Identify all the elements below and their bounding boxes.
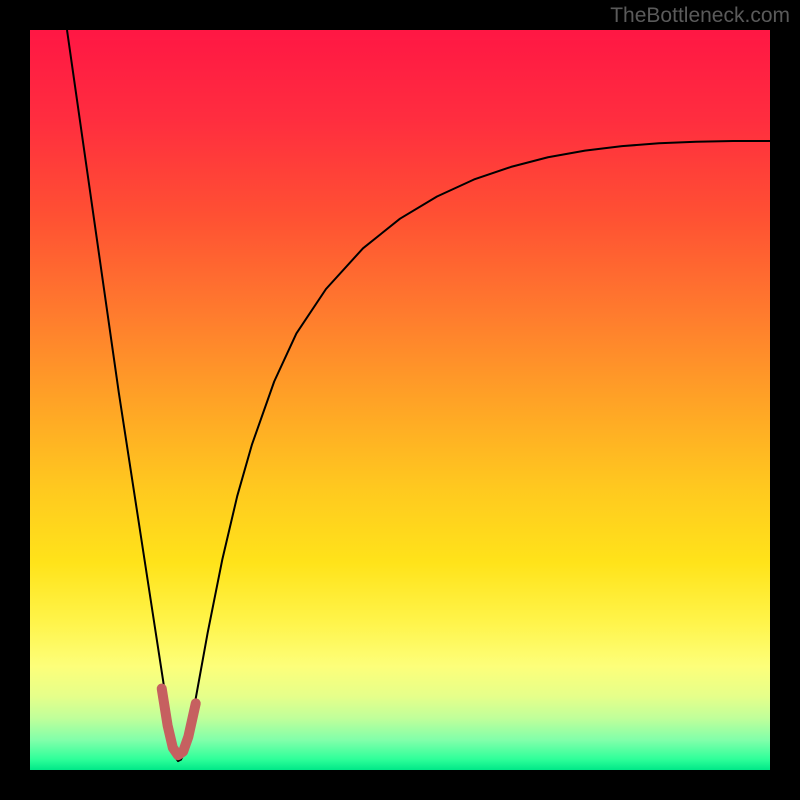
chart-container: TheBottleneck.com: [0, 0, 800, 800]
plot-area: [30, 30, 770, 770]
chart-svg: [30, 30, 770, 770]
watermark-text: TheBottleneck.com: [610, 4, 790, 28]
gradient-background: [30, 30, 770, 770]
